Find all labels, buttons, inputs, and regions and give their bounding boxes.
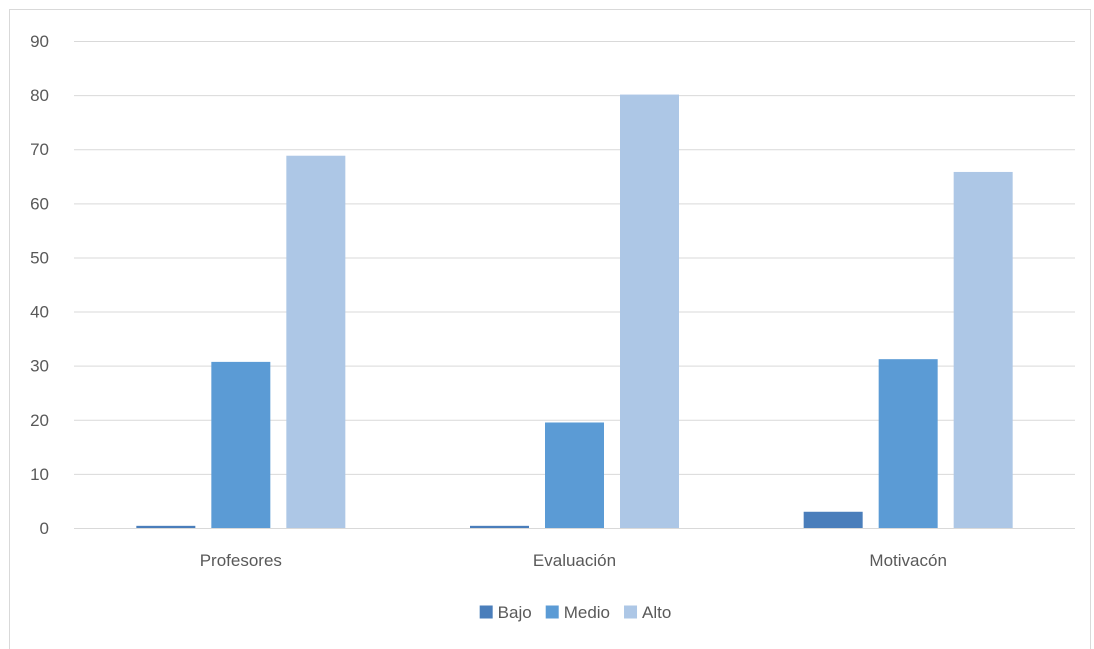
- x-axis-tick-labels: Profesores Evaluación Motivacón: [200, 551, 947, 570]
- bar-bajo-3: [803, 511, 863, 528]
- x-tick-label: Profesores: [200, 551, 282, 570]
- legend-swatch-alto: [624, 605, 638, 619]
- x-tick-label: Motivacón: [869, 551, 946, 570]
- bar-medio-1: [211, 361, 271, 528]
- y-tick-label: 70: [30, 140, 49, 159]
- legend-swatch-bajo: [479, 605, 493, 619]
- x-tick-label: Evaluación: [533, 551, 616, 570]
- legend: Bajo Medio Alto: [479, 603, 671, 622]
- y-tick-label: 30: [30, 357, 49, 376]
- legend-swatch-medio: [545, 605, 559, 619]
- legend-label-alto: Alto: [642, 603, 671, 622]
- y-tick-label: 60: [30, 194, 49, 213]
- bar-alto-1: [286, 155, 346, 528]
- bar-bajo-1: [136, 525, 196, 528]
- y-tick-label: 10: [30, 465, 49, 484]
- y-axis-tick-labels: 0 10 20 30 40 50 60 70 80 90: [30, 32, 49, 538]
- bar-alto-2: [620, 94, 679, 528]
- bar-bajo-2: [470, 525, 529, 528]
- y-tick-label: 90: [30, 32, 49, 51]
- bars: [136, 94, 1013, 528]
- y-tick-label: 0: [40, 519, 49, 538]
- bar-medio-2: [545, 422, 604, 528]
- y-tick-label: 50: [30, 248, 49, 267]
- chart-frame: [9, 9, 1091, 649]
- bar-alto-3: [953, 171, 1013, 528]
- y-tick-label: 80: [30, 86, 49, 105]
- bar-medio-3: [878, 359, 938, 528]
- legend-label-medio: Medio: [564, 603, 610, 622]
- y-tick-label: 40: [30, 303, 49, 322]
- legend-label-bajo: Bajo: [498, 603, 532, 622]
- y-tick-label: 20: [30, 411, 49, 430]
